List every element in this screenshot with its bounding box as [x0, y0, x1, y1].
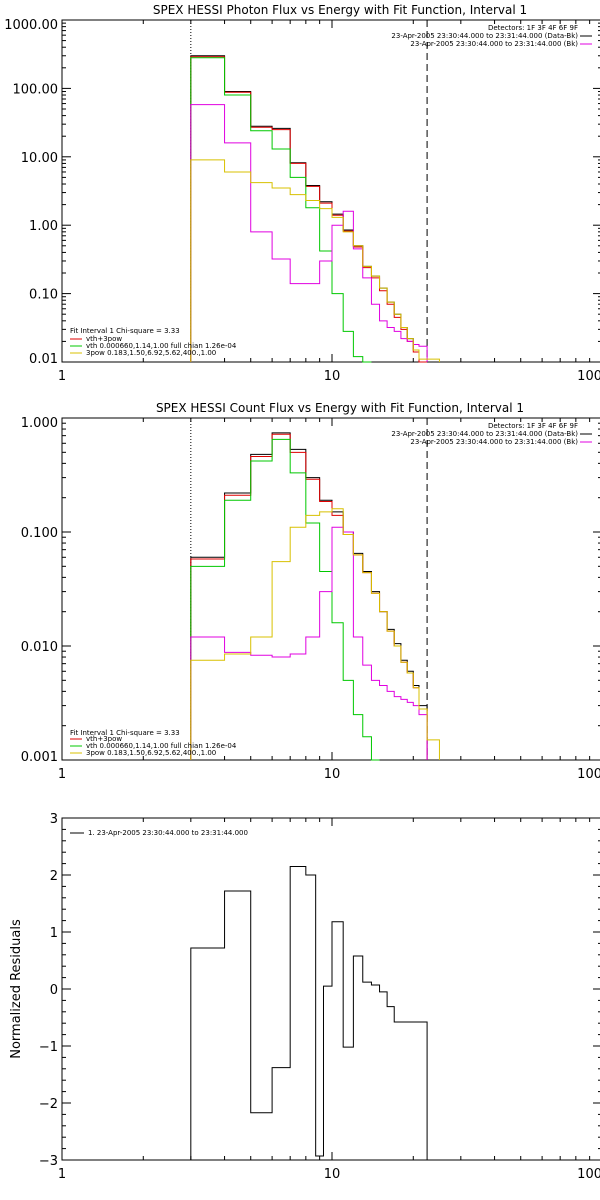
photon-flux-plot-frame — [61, 19, 600, 363]
count-flux-x-tick-label: 100 — [577, 767, 600, 782]
residuals-panel: Normalized Residuals 1 10 100 −3 −2 −1 0 1 2 3 1.… — [9, 812, 600, 1182]
photon-flux-x-tick-label: 1 — [58, 369, 66, 384]
photon-flux-interval-bk-label: 23-Apr-2005 23:30:44.000 to 23:31:44.000… — [410, 40, 578, 48]
count-flux-series — [190, 432, 440, 761]
photon-flux-series — [190, 55, 440, 363]
photon-flux-fit-legend-1: vth 0.000660,1.14,1.00 full chian 1.26e-… — [86, 342, 237, 350]
residuals-y-tick-label: 2 — [50, 869, 58, 884]
photon-flux-legend: Detectors: 1F 3F 4F 6F 9F 23-Apr-2005 23… — [70, 24, 592, 357]
residuals-plot-frame — [61, 817, 600, 1161]
count-flux-y-tick-label: 0.001 — [21, 750, 58, 765]
count-flux-x-tick-label: 10 — [324, 767, 341, 782]
count-flux-panel: SPEX HESSI Count Flux vs Energy with Fit… — [21, 401, 600, 782]
photon-flux-title: SPEX HESSI Photon Flux vs Energy with Fi… — [153, 3, 527, 17]
count-flux-fit-legend-2: 3pow 0.183,1.50,6.92,5.62,400.,1.00 — [86, 749, 216, 757]
residuals-series-0-line — [190, 865, 428, 1160]
residuals-y-tick-label: 3 — [50, 812, 58, 827]
count-flux-interval-bk-label: 23-Apr-2005 23:30:44.000 to 23:31:44.000… — [410, 438, 578, 446]
residuals-ylabel: Normalized Residuals — [9, 919, 24, 1059]
count-flux-y-tick-label: 1.000 — [21, 416, 58, 431]
residuals-y-tick-label: 1 — [50, 926, 58, 941]
residuals-axes: 1 10 100 −3 −2 −1 0 1 2 3 — [39, 812, 600, 1182]
count-flux-series-1-line — [190, 433, 428, 760]
photon-flux-axes: 1 10 100 0.01 0.10 1.00 10.00 100.00 1000.00 — [4, 18, 600, 384]
count-flux-detectors-label: Detectors: 1F 3F 4F 6F 9F — [488, 422, 578, 430]
photon-flux-y-tick-label: 100.00 — [13, 82, 59, 97]
photon-flux-y-tick-label: 0.01 — [29, 352, 58, 367]
count-flux-plot-frame — [61, 417, 600, 761]
residuals-legend: 1. 23-Apr-2005 23:30:44.000 to 23:31:44.… — [70, 829, 248, 837]
count-flux-series-3-line — [190, 526, 428, 760]
residuals-x-tick-label: 10 — [324, 1167, 341, 1182]
count-flux-fit-info: Fit Interval 1 Chi-square = 3.33 — [70, 729, 180, 737]
photon-flux-fit-legend-2: 3pow 0.183,1.50,6.92,5.62,400.,1.00 — [86, 349, 216, 357]
residuals-x-tick-label: 100 — [577, 1167, 600, 1182]
photon-flux-y-tick-label: 10.00 — [21, 151, 58, 166]
count-flux-title: SPEX HESSI Count Flux vs Energy with Fit… — [156, 401, 524, 415]
count-flux-threshold-lines — [190, 418, 428, 760]
photon-flux-y-tick-label: 1000.00 — [4, 18, 58, 33]
photon-flux-x-tick-label: 100 — [577, 369, 600, 384]
residuals-y-tick-label: −3 — [39, 1154, 58, 1169]
photon-flux-threshold-lines — [190, 20, 428, 362]
residuals-y-tick-label: −1 — [39, 1040, 58, 1055]
count-flux-series-4-line — [190, 508, 440, 760]
photon-flux-series-2-line — [190, 57, 372, 363]
photon-flux-series-1-line — [190, 56, 428, 363]
photon-flux-y-tick-label: 0.10 — [29, 288, 58, 303]
residuals-y-tick-label: 0 — [50, 983, 58, 998]
photon-flux-detectors-label: Detectors: 1F 3F 4F 6F 9F — [488, 24, 578, 32]
photon-flux-series-3-line — [190, 104, 428, 362]
count-flux-legend: Detectors: 1F 3F 4F 6F 9F 23-Apr-2005 23… — [70, 422, 592, 757]
photon-flux-series-0-line — [190, 55, 428, 363]
photon-flux-fit-legend-0: vth+3pow — [86, 335, 122, 343]
count-flux-fit-legend-1: vth 0.000660,1.14,1.00 full chian 1.26e-… — [86, 742, 237, 750]
count-flux-series-0-line — [190, 432, 428, 760]
count-flux-series-2-line — [190, 438, 380, 761]
photon-flux-panel: SPEX HESSI Photon Flux vs Energy with Fi… — [4, 3, 600, 384]
count-flux-fit-legend-0: vth+3pow — [86, 735, 122, 743]
count-flux-y-tick-label: 0.100 — [21, 526, 58, 541]
residuals-y-tick-label: −2 — [39, 1097, 58, 1112]
count-flux-y-tick-label: 0.010 — [21, 640, 58, 655]
photon-flux-x-tick-label: 10 — [324, 369, 341, 384]
residuals-x-tick-label: 1 — [58, 1167, 66, 1182]
photon-flux-y-tick-label: 1.00 — [29, 219, 58, 234]
count-flux-axes: 1 10 100 0.001 0.010 0.100 1.000 — [21, 416, 600, 782]
photon-flux-fit-info: Fit Interval 1 Chi-square = 3.33 — [70, 327, 180, 335]
count-flux-interval-data-label: 23-Apr-2005 23:30:44.000 to 23:31:44.000… — [391, 430, 578, 438]
residuals-series — [190, 865, 428, 1160]
count-flux-x-tick-label: 1 — [58, 767, 66, 782]
photon-flux-series-4-line — [190, 159, 440, 362]
residuals-legend-label: 1. 23-Apr-2005 23:30:44.000 to 23:31:44.… — [88, 829, 248, 837]
photon-flux-interval-data-label: 23-Apr-2005 23:30:44.000 to 23:31:44.000… — [391, 32, 578, 40]
